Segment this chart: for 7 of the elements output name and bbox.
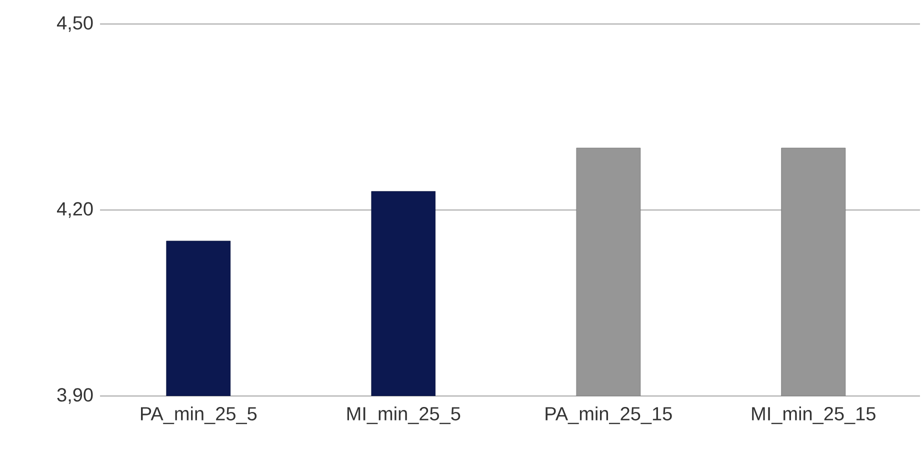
y-tick-label: 3,90 <box>57 388 93 404</box>
y-tick-label: 4,20 <box>56 202 93 218</box>
x-tick-label: PA_min_25_15 <box>546 406 672 424</box>
x-tick-label: MI_min_25_15 <box>752 406 876 424</box>
x-tick-label: MI_min_25_5 <box>347 406 460 424</box>
y-tick-label: 4,50 <box>56 16 93 32</box>
x-tick-label: PA_min_25_5 <box>140 406 257 424</box>
